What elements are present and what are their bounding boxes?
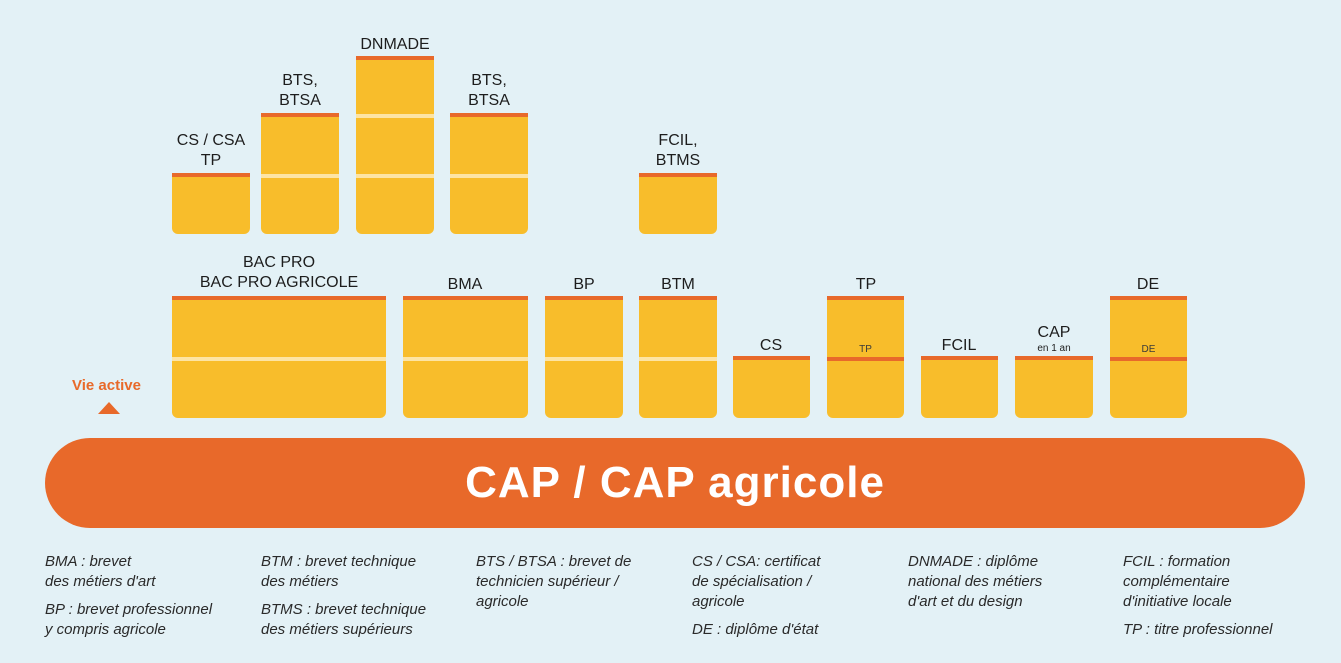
legend-line: BP : brevet professionnel [45,601,213,618]
block-de: DE [1110,296,1187,418]
block-divider [639,357,717,361]
cap-base-bar: CAP / CAP agricole [45,438,1305,528]
legend-line: DE : diplôme d'état [692,621,819,638]
block-bma [403,296,528,418]
label-line: TP [200,152,222,169]
legend-col-4: CS / CSA: certificat de spécialisation / a… [692,552,820,648]
label-cap: CAP en 1 an [1037,323,1070,354]
legend-line: national des métiers [908,573,1043,590]
label-fcil: FCIL [941,337,977,354]
legend-line: BMA : brevet [45,553,132,570]
label-btm: BTM [661,276,695,293]
block-divider [1110,357,1187,361]
block-divider [450,174,528,178]
legend-line: BTMS : brevet technique [261,601,427,618]
label-line: BAC PRO [242,254,316,271]
label-tp: TP [855,276,877,293]
block-divider [356,174,434,178]
legend-line: TP : titre professionnel [1123,621,1273,638]
block-btm [639,296,717,418]
block-bac-pro [172,296,386,418]
legend-line: d'art et du design [908,593,1023,610]
label-dnmade: DNMADE [360,36,430,53]
legend-line: BTM : brevet technique [261,553,417,570]
block-dnmade [356,56,434,234]
block-bp [545,296,623,418]
label-line: FCIL, [658,132,698,149]
block-divider [827,357,904,361]
legend-col-6: FCIL : formation complémentaire d'initiati… [1123,552,1273,648]
block-divider [356,114,434,118]
legend-line: agricole [476,593,529,610]
legend-col-1: BMA : brevet des métiers d'art BP : breve… [45,552,212,648]
block-fcil-btms [639,173,717,234]
vie-active-label: Vie active [72,377,141,394]
block-divider [403,357,528,361]
label-cap-sub: en 1 an [1037,343,1071,354]
label-line: BTS, [282,72,318,89]
label-bp: BP [573,276,595,293]
label-line: BTS, [471,72,507,89]
label-bac-pro: BAC PRO BAC PRO AGRICOLE [200,253,358,293]
legend-line: y compris agricole [45,621,166,638]
up-arrow-icon [98,402,120,414]
label-fcil-btms: FCIL, BTMS [656,131,700,171]
cap-base-label: CAP / CAP agricole [465,458,885,507]
legend-line: complémentaire [1123,573,1230,590]
block-divider [545,357,623,361]
label-line: CS / CSA [176,132,246,149]
label-line: BTSA [468,92,510,109]
legend-col-3: BTS / BTSA : brevet de technicien supérie… [476,552,631,620]
label-line: BAC PRO AGRICOLE [199,274,359,291]
label-line: CAP [1037,324,1071,341]
block-de-inner-label: DE [1141,344,1156,355]
label-cs: CS [759,337,783,354]
block-divider [261,174,339,178]
block-divider [172,357,386,361]
legend-line: FCIL : formation [1123,553,1231,570]
label-line: BTMS [655,152,701,169]
legend-line: agricole [692,593,745,610]
block-cs [733,356,810,418]
block-bts-btsa-2 [450,113,528,234]
block-cs-csa-tp [172,173,250,234]
legend-line: technicien supérieur / [476,573,619,590]
block-tp: TP [827,296,904,418]
block-fcil [921,356,998,418]
label-de: DE [1136,276,1160,293]
legend-line: CS / CSA: certificat [692,553,821,570]
block-cap [1015,356,1093,418]
label-bma: BMA [447,276,483,293]
legend-col-2: BTM : brevet technique des métiers BTMS :… [261,552,426,648]
legend-line: BTS / BTSA : brevet de [476,553,632,570]
legend-line: d'initiative locale [1123,593,1232,610]
block-bts-btsa-1 [261,113,339,234]
label-cs-csa-tp: CS / CSA TP [177,131,245,171]
legend-col-5: DNMADE : diplôme national des métiers d'ar… [908,552,1042,620]
label-bts-btsa-2: BTS, BTSA [468,71,510,111]
legend-line: des métiers supérieurs [261,621,413,638]
block-tp-inner-label: TP [859,344,872,355]
legend-line: de spécialisation / [692,573,812,590]
legend-line: des métiers d'art [45,573,156,590]
label-bts-btsa-1: BTS, BTSA [279,71,321,111]
legend-line: DNMADE : diplôme [908,553,1039,570]
legend-line: des métiers [261,573,339,590]
label-line: BTSA [279,92,321,109]
